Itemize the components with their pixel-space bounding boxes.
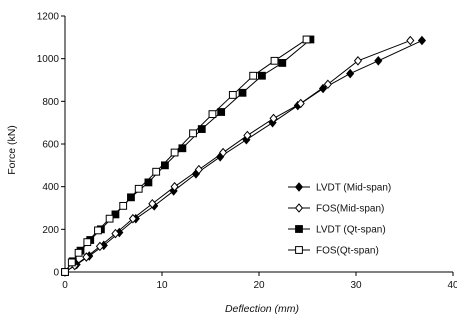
data-point bbox=[148, 198, 157, 209]
y-tick-label: 400 bbox=[42, 182, 59, 193]
series-3 bbox=[61, 35, 311, 276]
data-point bbox=[208, 110, 217, 119]
x-tick-label: 10 bbox=[156, 280, 168, 291]
legend: LVDT (Mid-span) FOS(Mid-span) LVDT (Qt-spa… bbox=[288, 182, 391, 257]
data-point bbox=[217, 108, 226, 116]
data-point bbox=[82, 252, 91, 262]
data-point bbox=[170, 181, 179, 192]
x-tick-label: 30 bbox=[350, 280, 362, 291]
y-tick-label: 200 bbox=[42, 225, 59, 236]
data-point bbox=[128, 213, 137, 224]
y-tick-label: 600 bbox=[42, 140, 59, 151]
data-point bbox=[74, 248, 83, 257]
data-point bbox=[258, 71, 266, 80]
x-axis-label: Deflection (mm) bbox=[225, 303, 299, 315]
data-point bbox=[323, 79, 332, 90]
data-point bbox=[374, 56, 383, 66]
data-point bbox=[296, 98, 305, 109]
data-point bbox=[152, 167, 161, 176]
data-point bbox=[194, 164, 203, 175]
series-line bbox=[64, 40, 411, 273]
data-point bbox=[94, 226, 102, 235]
data-point bbox=[243, 130, 252, 141]
series-1 bbox=[60, 35, 415, 277]
data-point bbox=[219, 147, 228, 158]
data-point bbox=[417, 35, 427, 46]
data-point bbox=[270, 56, 279, 65]
data-point bbox=[249, 71, 258, 80]
axes: 0 200 400 600 800 1000 1200 0 10 20 30 40 bbox=[37, 12, 457, 292]
series-layer bbox=[60, 35, 427, 277]
data-point bbox=[134, 184, 143, 193]
data-point bbox=[111, 228, 120, 239]
data-point bbox=[119, 201, 128, 210]
legend-marker bbox=[295, 246, 303, 254]
legend-item: LVDT (Qt-span) bbox=[288, 225, 386, 236]
legend-label: LVDT (Qt-span) bbox=[316, 225, 386, 236]
legend-marker bbox=[295, 225, 303, 233]
data-point bbox=[95, 241, 104, 252]
x-tick-label: 0 bbox=[62, 280, 68, 291]
y-tick-label: 1000 bbox=[37, 54, 60, 65]
series-2 bbox=[61, 35, 315, 276]
data-point bbox=[178, 144, 187, 153]
series-line bbox=[64, 39, 311, 273]
data-point bbox=[406, 35, 415, 46]
data-point bbox=[170, 148, 179, 157]
data-point bbox=[238, 88, 247, 97]
data-point bbox=[61, 268, 69, 276]
data-point bbox=[353, 56, 362, 66]
data-point bbox=[346, 68, 355, 79]
data-point bbox=[197, 125, 206, 133]
data-point bbox=[83, 238, 92, 247]
legend-marker bbox=[294, 182, 304, 192]
data-point bbox=[302, 35, 311, 44]
legend-marker bbox=[294, 203, 304, 213]
legend-item: FOS(Qt-span) bbox=[288, 246, 379, 257]
legend-item: FOS(Mid-span) bbox=[288, 203, 384, 215]
legend-label: LVDT (Mid-span) bbox=[316, 183, 391, 194]
legend-label: FOS(Qt-span) bbox=[316, 246, 379, 257]
data-point bbox=[228, 91, 237, 99]
series-line bbox=[64, 39, 307, 273]
data-point bbox=[105, 214, 114, 223]
y-tick-label: 800 bbox=[42, 97, 59, 108]
data-point bbox=[189, 129, 197, 138]
x-tick-label: 20 bbox=[253, 280, 265, 291]
legend-label: FOS(Mid-span) bbox=[316, 204, 384, 215]
data-point bbox=[144, 178, 153, 187]
data-point bbox=[278, 59, 287, 67]
series-line bbox=[64, 40, 423, 273]
data-point bbox=[111, 210, 120, 219]
y-axis-label: Force (kN) bbox=[6, 125, 18, 175]
x-tick-label: 40 bbox=[447, 280, 457, 291]
y-tick-label: 0 bbox=[53, 268, 59, 279]
data-point bbox=[67, 258, 76, 267]
series-0 bbox=[60, 35, 427, 277]
legend-item: LVDT (Mid-span) bbox=[288, 182, 391, 194]
data-point bbox=[269, 113, 278, 124]
y-tick-label: 1200 bbox=[37, 12, 60, 23]
